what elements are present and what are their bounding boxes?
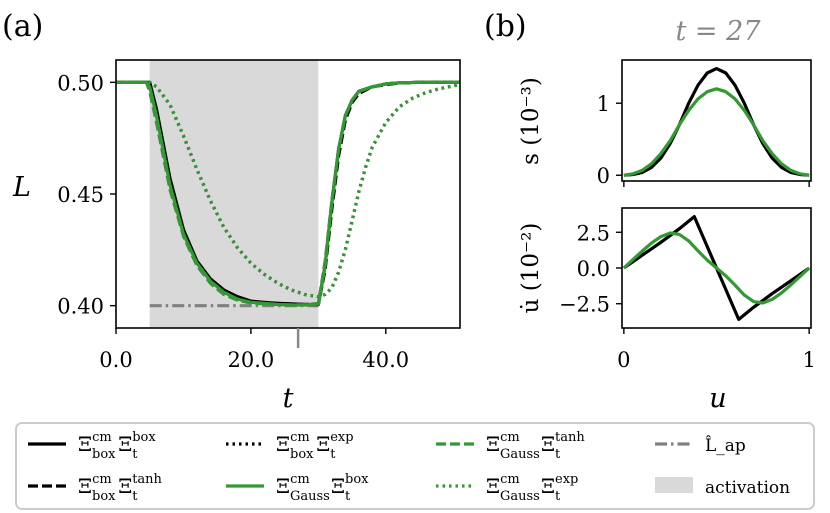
legend-frame	[15, 422, 815, 510]
series-box-black-	[623, 67, 810, 177]
legend-item-box-tanh: Ξcm box Ξtanh t	[28, 472, 163, 504]
legend-label: L̂_ap	[705, 436, 746, 456]
panel-b-label: (b)	[484, 9, 527, 44]
panel-b-title: t = 27	[676, 16, 762, 47]
y-tick-label: 0	[597, 164, 610, 188]
series-gauss-green-	[622, 231, 811, 305]
y-tick-label: 2.5	[577, 221, 610, 245]
legend-label: Ξcm GaussΞbox t	[276, 472, 369, 504]
legend-label: Ξcm box Ξtanh t	[78, 472, 163, 504]
panel-b-top-ylabel: s (10⁻³)	[518, 77, 544, 165]
panel-b-top-frame	[621, 59, 812, 182]
panel-b-bottom-ylabel: u̇ (10⁻²)	[518, 223, 544, 314]
legend-item-box-box: Ξcm box Ξbox t	[28, 430, 156, 462]
y-tick-label: 0.40	[57, 295, 104, 319]
panel-a-plot: 0.0 20.0 40.0 0.40 0.45 0.50 t L	[12, 59, 461, 414]
x-tick-label: 20.0	[228, 348, 275, 372]
panel-a-label: (a)	[2, 9, 43, 44]
legend-label: Ξcm GaussΞexp t	[486, 472, 578, 504]
series-gauss-exp	[116, 80, 460, 299]
legend-swatch	[655, 477, 693, 493]
legend-item-gauss-exp: Ξcm GaussΞexp t	[436, 472, 578, 504]
legend-label: Ξcm GaussΞtanh t	[486, 430, 585, 462]
panel-b-bottom-plot: 0 1 −2.5 0.0 2.5 u̇ (10⁻²) u	[518, 207, 816, 414]
series-gauss-tanh	[116, 80, 460, 307]
y-tick-label: 0.0	[577, 257, 610, 281]
x-tick-label: 0	[617, 348, 630, 372]
panel-a-ylabel: L	[12, 172, 31, 203]
legend: Ξcm box Ξbox t Ξcm box Ξtanh t Ξcm box Ξexp t Ξcm Gau…	[15, 422, 815, 510]
x-tick-label: 0.0	[99, 348, 132, 372]
panel-b-top-plot: 0 1 s (10⁻³)	[518, 59, 812, 188]
legend-item-lap: L̂_ap	[655, 436, 746, 456]
panel-b-xlabel: u	[709, 383, 726, 414]
y-tick-label: −2.5	[559, 293, 610, 317]
activation-span	[149, 60, 319, 328]
legend-label: activation	[705, 478, 790, 498]
x-tick-label: 1	[802, 348, 815, 372]
legend-label: Ξcm box Ξexp t	[276, 430, 354, 462]
x-tick-label: 40.0	[362, 348, 409, 372]
legend-item-activation: activation	[655, 477, 790, 498]
legend-label: Ξcm box Ξbox t	[78, 430, 156, 462]
legend-item-gauss-tanh: Ξcm GaussΞtanh t	[436, 430, 585, 462]
legend-item-box-exp: Ξcm box Ξexp t	[226, 430, 354, 462]
panel-a-xlabel: t	[283, 383, 294, 414]
y-tick-label: 1	[597, 92, 610, 116]
y-tick-label: 0.50	[57, 71, 104, 95]
series-gauss-green-	[623, 87, 810, 177]
y-tick-label: 0.45	[57, 183, 104, 207]
legend-item-gauss-box: Ξcm GaussΞbox t	[226, 472, 369, 504]
